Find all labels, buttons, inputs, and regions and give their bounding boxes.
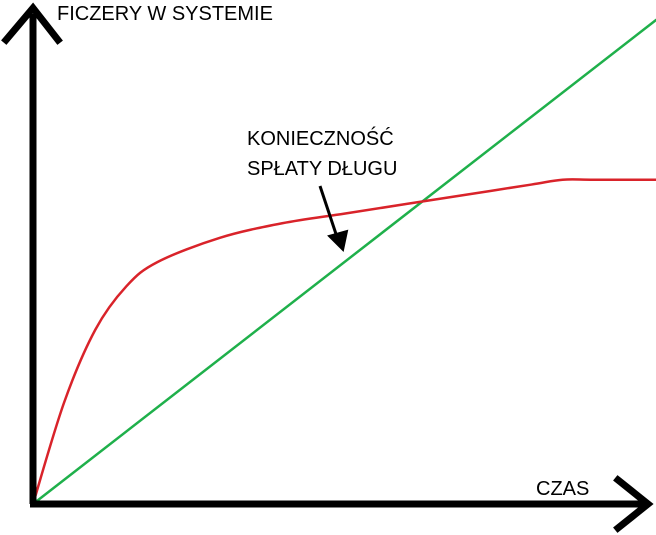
y-axis-label: FICZERY W SYSTEMIE: [57, 3, 273, 25]
y-axis-arrowhead: [1, 2, 63, 45]
series-line-green: [31, 18, 656, 506]
x-axis-arrowhead: [613, 475, 654, 533]
annotation-line-2: SPŁATY DŁUGU: [247, 158, 397, 180]
annotation-arrow-head: [327, 229, 349, 253]
series-layer: [31, 18, 656, 506]
x-axis-label: CZAS: [536, 478, 589, 500]
annotation-line-1: KONIECZNOŚĆ: [247, 126, 394, 150]
series-line-red: [31, 178, 656, 506]
